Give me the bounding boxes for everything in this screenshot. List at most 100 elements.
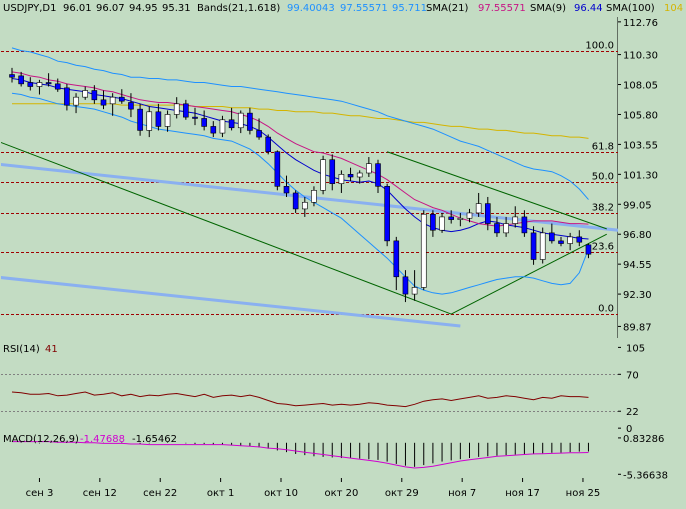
- candle-body-47: [439, 216, 445, 231]
- macd-value: -1.47688: [80, 434, 125, 445]
- fib-label-4: 23.6: [592, 242, 614, 253]
- macd-tick-label-0: 0.83286: [623, 434, 664, 445]
- sma21-line: [11, 71, 589, 227]
- price-tick-label-3: 105.80: [623, 110, 658, 121]
- sma9-line: [11, 78, 589, 240]
- header-bands-upper: 99.40043: [287, 3, 335, 14]
- bollinger-upper-line: [11, 47, 589, 200]
- rsi-tick-label-0: 105: [626, 343, 645, 354]
- candle-body-10: [100, 99, 107, 106]
- header-sma21-label: SMA(21): [426, 3, 468, 14]
- candle-body-42: [393, 240, 400, 278]
- price-tick-label-5: 101.30: [623, 170, 658, 181]
- price-tick-label-8: 94.55: [623, 260, 652, 271]
- candle-body-63: [585, 244, 592, 255]
- candle-body-3: [36, 82, 43, 87]
- candle-body-16: [155, 111, 162, 127]
- candle-body-60: [558, 240, 564, 244]
- candle-body-49: [457, 217, 464, 220]
- candle-body-7: [73, 96, 79, 106]
- rsi-tick-label-3: 0: [626, 424, 632, 435]
- candle-body-14: [137, 108, 143, 131]
- candle-body-21: [201, 118, 207, 127]
- channel-line-1: [1, 276, 461, 328]
- price-tick-label-4: 103.55: [623, 140, 658, 151]
- rsi-tick-label-1: 70: [626, 370, 639, 381]
- price-pane: 100.0 61.8 50.0 38.2 23.6 0.0: [1, 17, 618, 338]
- macd-signal-value: -1.65462: [132, 434, 177, 445]
- candle-body-44: [411, 287, 418, 295]
- candle-body-39: [366, 163, 372, 174]
- header-open: 96.01: [63, 3, 92, 14]
- price-tick-label-9: 92.30: [623, 290, 652, 301]
- candle-body-23: [219, 119, 226, 134]
- candle-body-36: [338, 174, 345, 184]
- candle-body-62: [576, 236, 583, 243]
- candle-body-13: [128, 102, 134, 110]
- time-tick-label-0: сен 3: [26, 488, 54, 499]
- macd-pane: [12, 441, 589, 469]
- price-tick-label-7: 96.80: [623, 230, 652, 241]
- candle-body-9: [91, 90, 98, 101]
- time-tick-label-2: сен 22: [143, 488, 177, 499]
- header-sma21-value: 97.55571: [478, 3, 526, 14]
- rsi-header: RSI(14) 41: [3, 344, 58, 355]
- rsi-line: [11, 391, 589, 408]
- time-tick-label-5: окт 20: [324, 488, 358, 499]
- candle-body-0: [9, 74, 15, 78]
- candle-body-24: [228, 119, 235, 129]
- fib-label-0: 100.0: [585, 41, 614, 52]
- price-tick-label-1: 110.30: [623, 51, 658, 62]
- time-tick-label-3: окт 1: [207, 488, 235, 499]
- macd-label: MACD(12,26,9): [3, 434, 79, 445]
- time-tick-label-4: окт 10: [264, 488, 298, 499]
- bollinger-lower-line: [11, 92, 589, 295]
- header-bands-label: Bands(21,1.618): [197, 3, 280, 14]
- macd-tick-label-1: -5.36638: [623, 470, 668, 481]
- candle-body-34: [320, 159, 326, 191]
- candle-body-33: [311, 190, 317, 203]
- rsi-pane: [1, 374, 618, 412]
- candle-body-54: [503, 223, 509, 234]
- time-axis: сен 3 сен 12 сен 22 окт 1 окт 10 окт 20 окт 29…: [26, 478, 600, 499]
- candle-body-28: [265, 136, 272, 153]
- candle-body-57: [530, 232, 537, 260]
- header-sma100-value: 104: [664, 3, 683, 14]
- candle-body-29: [274, 151, 281, 187]
- candle-body-40: [375, 163, 381, 187]
- candle-body-30: [283, 186, 290, 194]
- candle-body-45: [420, 213, 427, 288]
- time-tick-label-8: ноя 17: [505, 488, 540, 499]
- candle-body-26: [247, 112, 253, 131]
- candle-body-50: [466, 212, 473, 219]
- candle-body-31: [292, 192, 299, 210]
- candle-body-11: [109, 96, 116, 105]
- candle-body-51: [475, 203, 482, 214]
- trendline-0: [386, 151, 607, 230]
- header-bands-lower: 95.711: [392, 3, 427, 14]
- candle-body-27: [256, 130, 262, 138]
- rsi-tick-label-2: 22: [626, 407, 639, 418]
- candle-body-4: [45, 82, 52, 85]
- candle-body-37: [347, 174, 354, 178]
- time-tick-label-7: ноя 7: [448, 488, 476, 499]
- candle-body-46: [430, 213, 436, 231]
- header-sma9-label: SMA(9): [530, 3, 566, 14]
- candle-body-19: [183, 103, 189, 118]
- candle-body-6: [64, 87, 70, 106]
- candle-body-35: [329, 159, 336, 184]
- macd-signal-line: [12, 441, 589, 469]
- macd-header: MACD(12,26,9) -1.47688 -1.65462: [3, 434, 177, 445]
- header-sma100-label: SMA(100): [606, 3, 655, 14]
- candle-body-41: [384, 186, 390, 242]
- rsi-value: 41: [45, 344, 58, 355]
- candle-body-12: [119, 96, 125, 102]
- candle-body-56: [521, 216, 528, 234]
- header-bands-middle: 97.55571: [340, 3, 388, 14]
- candle-body-52: [484, 203, 491, 224]
- chart-header: USDJPY,D1 96.01 96.07 94.95 95.31 Bands(…: [3, 3, 683, 14]
- candle-body-61: [567, 236, 573, 244]
- candle-body-58: [539, 232, 546, 260]
- candle-body-48: [448, 216, 455, 220]
